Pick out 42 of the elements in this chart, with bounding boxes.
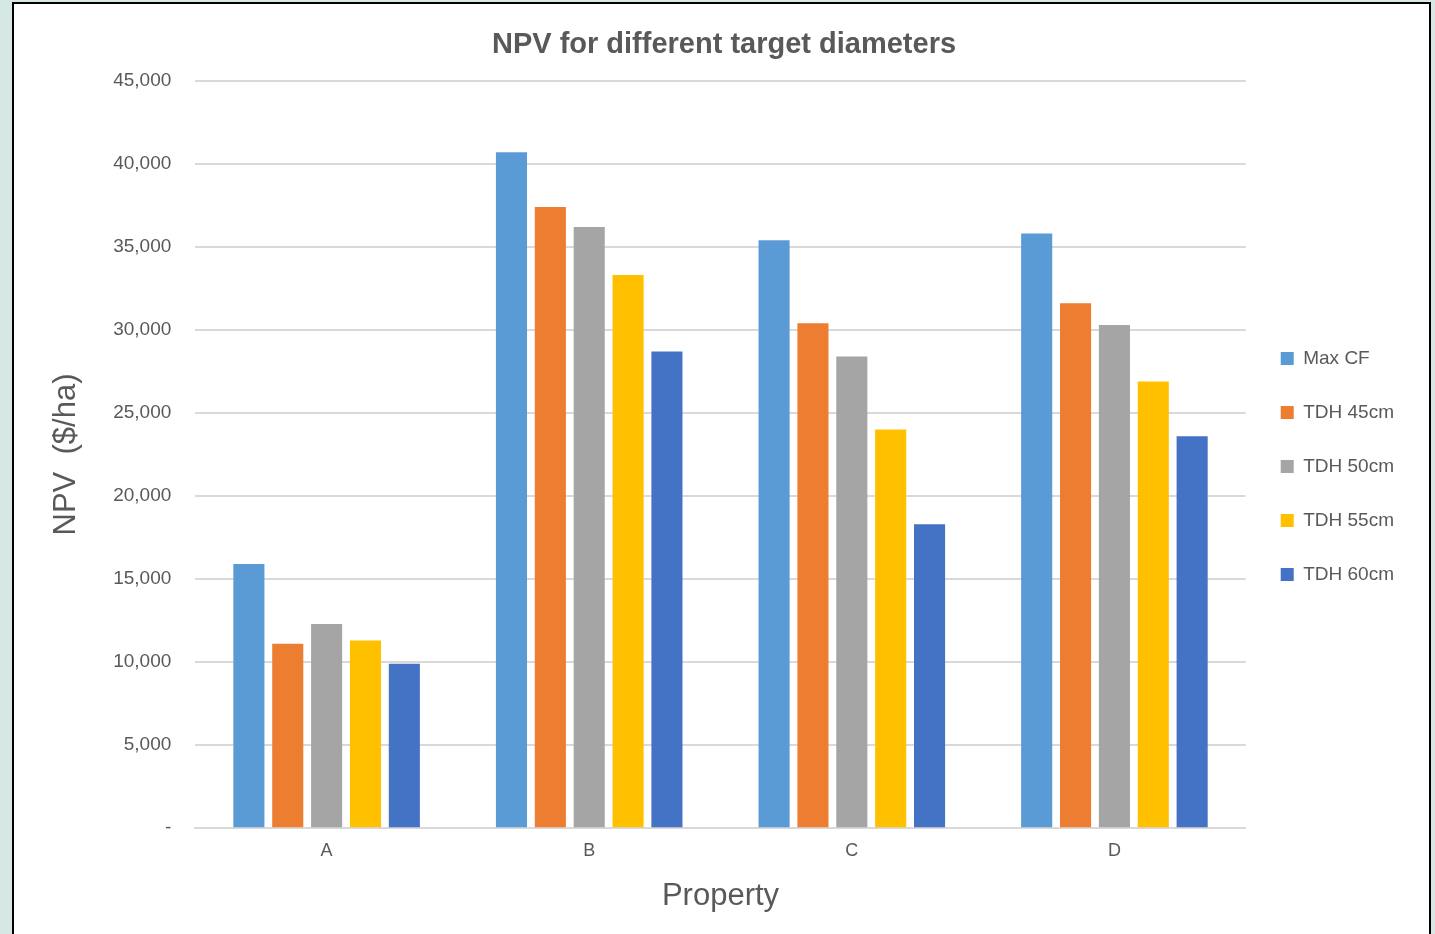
- bar: [233, 564, 265, 828]
- bar: [1060, 303, 1092, 828]
- legend-label: TDH 50cm: [1303, 454, 1395, 476]
- bar: [651, 351, 683, 828]
- x-axis-title: Property: [661, 876, 780, 912]
- y-tick-label: 25,000: [113, 401, 172, 423]
- bar: [573, 226, 605, 828]
- bar: [875, 429, 907, 828]
- y-tick-label: 40,000: [113, 152, 172, 174]
- y-tick-label: 35,000: [113, 235, 172, 257]
- chart-title: NPV for different target diameters: [491, 27, 957, 60]
- y-tick-label: -: [164, 816, 172, 838]
- legend-label: Max CF: [1303, 346, 1370, 368]
- x-tick-label: C: [845, 839, 859, 860]
- bar: [612, 275, 644, 828]
- y-tick-label: 30,000: [113, 318, 172, 340]
- legend-label: TDH 60cm: [1303, 562, 1395, 584]
- bar: [1176, 436, 1208, 828]
- bar: [758, 240, 790, 828]
- bar: [534, 207, 566, 828]
- bar: [311, 623, 343, 828]
- bar: [495, 152, 528, 828]
- bar: [1021, 233, 1053, 828]
- y-tick-label: 5,000: [123, 733, 172, 755]
- bar: [272, 643, 304, 828]
- bar: [388, 663, 420, 828]
- y-tick-label: 15,000: [113, 567, 172, 589]
- legend-label: TDH 45cm: [1303, 400, 1395, 422]
- legend-label: TDH 55cm: [1303, 508, 1395, 530]
- x-tick-label: D: [1107, 839, 1121, 860]
- y-tick-label: 45,000: [113, 69, 172, 91]
- y-tick-label: 20,000: [113, 484, 172, 506]
- x-tick-label: B: [583, 839, 596, 860]
- y-tick-label: 10,000: [113, 650, 172, 672]
- bar: [914, 524, 946, 828]
- y-axis-title: NPV ($/ha): [47, 373, 83, 536]
- bar: [836, 356, 868, 828]
- bar: [1137, 381, 1169, 828]
- bar: [1098, 324, 1130, 828]
- x-tick-label: A: [320, 839, 333, 860]
- bar: [349, 640, 382, 828]
- bar: [797, 323, 829, 828]
